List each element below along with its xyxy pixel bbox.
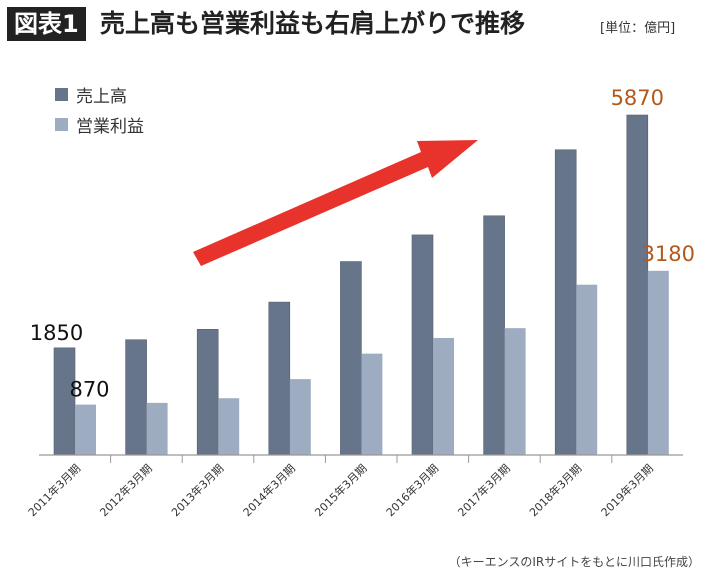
sales-bar [554,149,577,456]
legend-label-profit: 営業利益 [76,117,144,137]
data-label: 3180 [642,242,695,266]
x-tick-label: 2015年3月期 [312,461,370,519]
legend-swatch-profit [55,118,68,131]
x-tick-label: 2019年3月期 [598,461,656,519]
legend-item-sales: 売上高 [55,82,127,107]
profit-bar [218,398,240,455]
x-tick-label: 2016年3月期 [383,461,441,519]
profit-bar [576,284,598,455]
sales-bar [483,215,505,456]
profit-bar [289,379,311,455]
x-tick-label: 2018年3月期 [526,461,584,519]
data-label: 1850 [30,321,83,345]
profit-bar [146,402,168,455]
sales-bar [196,329,219,456]
profit-bar [647,270,669,455]
legend-item-profit: 営業利益 [55,112,144,137]
trend-arrow-icon [193,140,478,266]
x-tick-label: 2012年3月期 [97,461,155,519]
profit-bar [361,353,383,455]
sales-bar [340,261,362,456]
sales-bar [125,339,147,456]
sales-bar [626,114,649,456]
legend-label-sales: 売上高 [76,87,127,107]
unit-label: [単位：億円] [600,21,676,36]
sales-bar [411,234,434,456]
x-tick-label: 2011年3月期 [25,461,83,519]
source-note: （キーエンスのIRサイトをもとに川口氏作成） [448,555,700,569]
profit-bar [504,328,526,455]
legend-swatch-sales [55,88,68,101]
figure-number-badge: 図表1 [7,7,86,41]
x-tick-label: 2013年3月期 [168,461,226,519]
chart-title: 売上高も営業利益も右肩上がりで推移 [100,9,526,38]
data-label: 5870 [611,86,664,110]
profit-bar [75,404,96,455]
sales-bar [268,301,291,456]
data-label: 870 [69,378,109,402]
x-tick-label: 2014年3月期 [240,461,298,519]
profit-bar [433,337,454,455]
x-tick-label: 2017年3月期 [455,461,513,519]
